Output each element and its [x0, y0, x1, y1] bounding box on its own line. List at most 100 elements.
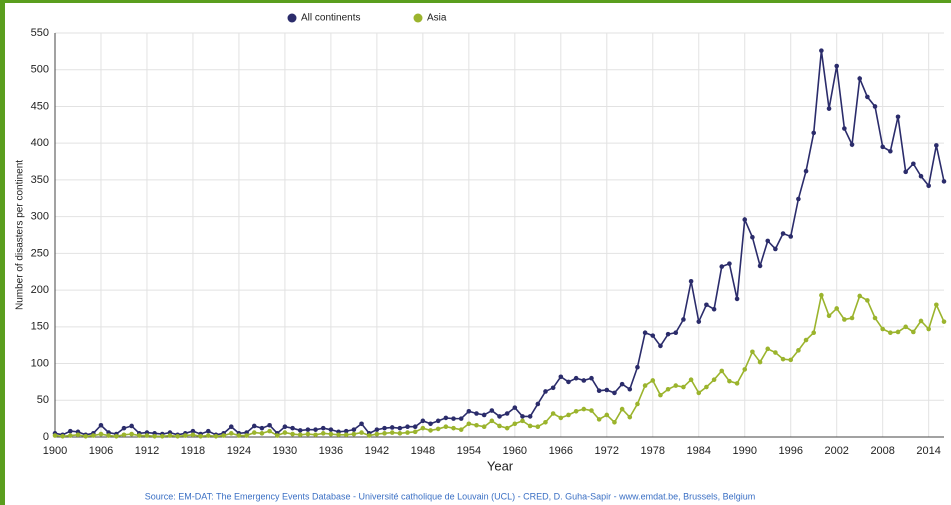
data-point	[236, 433, 242, 438]
data-point	[934, 302, 939, 308]
x-tick-label: 1978	[641, 445, 665, 457]
data-point	[481, 424, 487, 430]
data-point	[918, 173, 924, 179]
data-point	[589, 375, 594, 381]
data-point	[213, 433, 219, 439]
data-point	[343, 428, 349, 434]
data-point	[742, 217, 748, 222]
data-point	[489, 418, 495, 424]
data-point	[504, 411, 510, 416]
data-point	[428, 421, 433, 427]
data-point	[512, 421, 518, 427]
data-point	[190, 428, 196, 434]
data-point	[336, 432, 341, 438]
data-point	[244, 433, 249, 438]
data-point	[688, 278, 694, 284]
data-point	[596, 388, 602, 394]
data-point	[903, 169, 908, 175]
data-point	[811, 130, 817, 136]
data-point	[466, 408, 472, 414]
data-point	[497, 414, 502, 419]
data-point	[888, 148, 893, 154]
data-point	[658, 343, 663, 349]
data-point	[520, 418, 525, 424]
data-point	[389, 430, 395, 435]
data-point	[727, 261, 732, 266]
data-point	[773, 246, 778, 252]
data-point	[443, 415, 449, 421]
data-point	[872, 315, 878, 321]
data-point	[826, 313, 832, 319]
data-point	[711, 306, 717, 312]
y-tick-label: 500	[31, 64, 49, 76]
x-axis-label: Year	[487, 458, 514, 473]
data-point	[734, 381, 740, 386]
data-point	[190, 432, 196, 438]
data-point	[535, 424, 541, 430]
data-point	[819, 48, 824, 53]
data-point	[658, 392, 663, 398]
data-point	[642, 383, 648, 388]
legend-marker	[413, 13, 423, 23]
data-point	[290, 431, 295, 437]
data-point	[788, 357, 794, 363]
y-tick-label: 100	[31, 357, 49, 369]
data-point	[558, 415, 564, 421]
data-point	[872, 104, 878, 109]
data-point	[803, 337, 809, 343]
data-point	[719, 368, 725, 374]
data-point	[182, 433, 188, 438]
data-point	[129, 431, 134, 437]
data-point	[98, 431, 104, 437]
data-point	[366, 433, 372, 438]
data-point	[497, 423, 502, 429]
data-point	[934, 143, 939, 148]
data-point	[773, 350, 778, 355]
data-point	[665, 331, 671, 337]
data-point	[604, 387, 610, 393]
x-tick-label: 1942	[365, 445, 389, 457]
legend-label: Asia	[427, 13, 447, 24]
data-point	[52, 433, 58, 438]
data-point	[328, 427, 334, 432]
data-point	[282, 430, 288, 435]
data-point	[328, 431, 334, 437]
data-point	[842, 126, 847, 131]
data-point	[834, 63, 840, 69]
y-tick-label: 350	[31, 174, 49, 186]
x-tick-label: 2008	[870, 445, 894, 457]
data-point	[351, 431, 357, 437]
data-point	[742, 367, 748, 372]
x-tick-label: 1960	[503, 445, 527, 457]
data-point	[320, 425, 326, 431]
data-point	[167, 433, 173, 438]
data-point	[765, 346, 771, 352]
data-point	[420, 418, 426, 424]
data-point	[351, 427, 357, 432]
data-point	[397, 431, 403, 436]
data-point	[573, 408, 579, 414]
data-point	[290, 425, 295, 431]
data-point	[313, 427, 318, 432]
x-tick-label: 1996	[778, 445, 802, 457]
data-point	[619, 406, 625, 412]
data-point	[727, 378, 732, 384]
data-point	[780, 356, 786, 362]
data-point	[98, 422, 104, 428]
data-point	[320, 431, 326, 436]
data-point	[114, 433, 119, 439]
source-note: Source: EM-DAT: The Emergency Events Dat…	[145, 491, 755, 501]
data-point	[673, 330, 679, 335]
data-point	[635, 401, 640, 407]
x-tick-label: 1906	[89, 445, 113, 457]
data-point	[696, 390, 702, 396]
x-tick-label: 2014	[916, 445, 940, 457]
data-point	[926, 183, 931, 189]
data-point	[780, 231, 786, 236]
data-point	[129, 423, 134, 429]
data-point	[259, 425, 265, 431]
data-point	[642, 330, 648, 335]
data-point	[688, 377, 694, 383]
data-point	[849, 142, 855, 147]
